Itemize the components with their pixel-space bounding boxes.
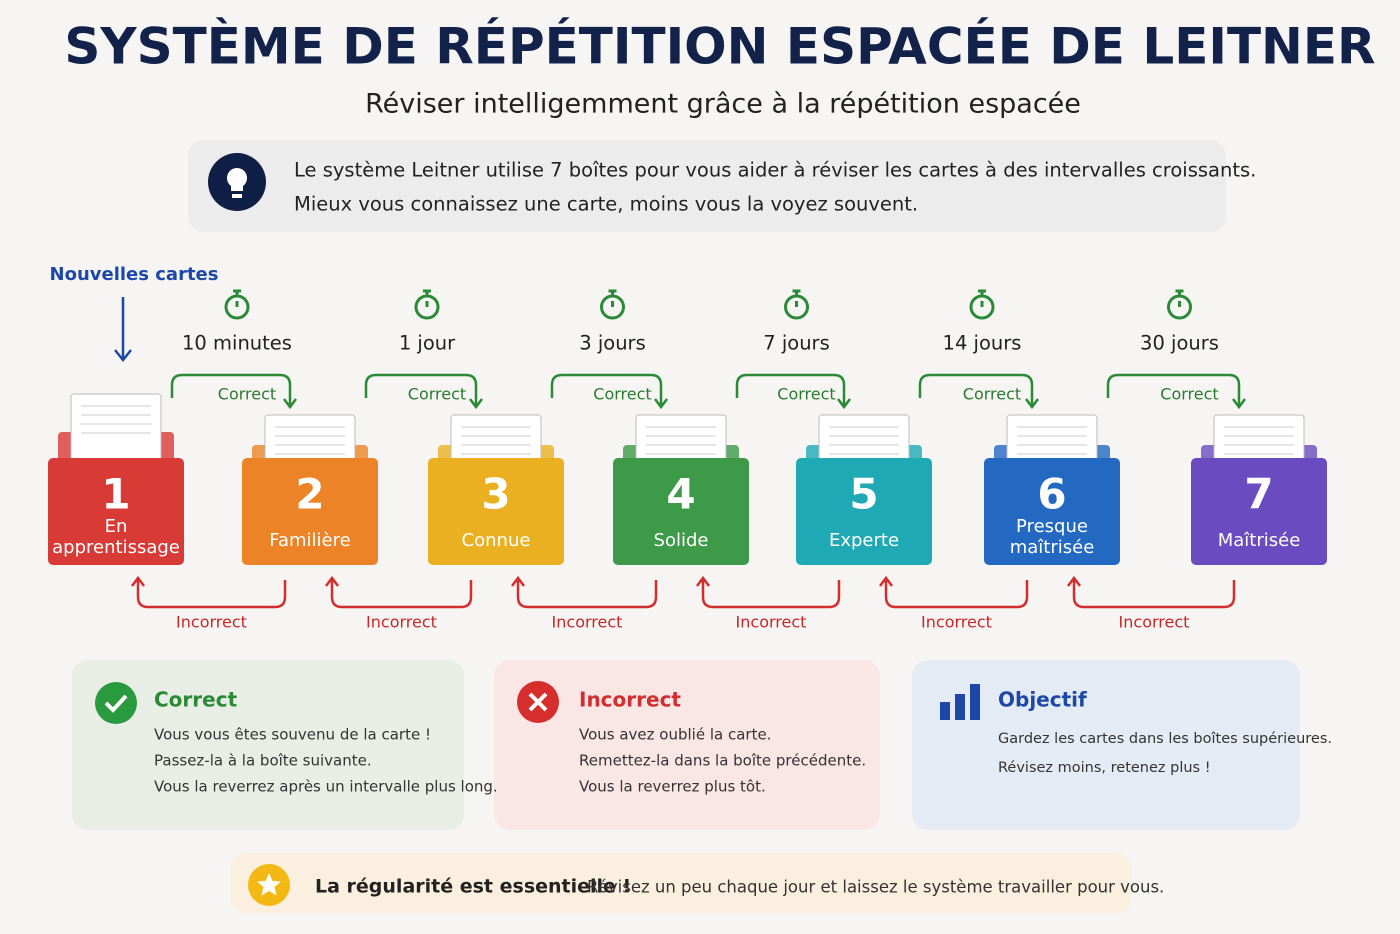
correct-arrow [918,373,1039,410]
entry-label: Nouvelles cartes [50,264,219,285]
interval-label: 30 jours [1140,332,1219,355]
timer-hand [792,289,801,307]
box-label: En [105,516,128,537]
box-label: Connue [462,530,531,551]
incorrect-arrow [696,575,841,609]
correct-arrow [170,373,297,410]
footer-text: Révisez un peu chaque jour et laissez le… [587,878,1164,897]
incorrect-label: Incorrect [176,613,247,632]
subtitle: Réviser intelligemment grâce à la répéti… [365,89,1081,120]
check-glyph [104,694,128,713]
correct-label: Correct [218,385,276,404]
bulb-glyph [227,168,247,198]
incorrect-label: Incorrect [1119,613,1190,632]
box-number: 2 [295,470,324,519]
card-line: Remettez-la dans la boîte précédente. [579,752,866,770]
card-line: Vous avez oublié la carte. [579,726,771,744]
card-title: Objectif [998,688,1087,712]
incorrect-arrow [131,575,287,609]
box-label: Familière [269,530,350,551]
footer-box [230,853,1132,913]
incorrect-label: Incorrect [552,613,623,632]
entry-arrow [114,297,132,363]
correct-label: Correct [593,385,651,404]
correct-arrow [735,373,851,410]
card-bg [494,660,880,830]
intro-line: Le système Leitner utilise 7 boîtes pour… [294,159,1256,182]
box-label: Solide [654,530,709,551]
incorrect-label: Incorrect [921,613,992,632]
intro-line: Mieux vous connaissez une carte, moins v… [294,193,918,216]
correct-label: Correct [963,385,1021,404]
box [984,458,1120,565]
box [613,458,749,565]
card-line: Passez-la à la boîte suivante. [154,752,372,770]
box-number: 4 [666,470,695,519]
interval-label: 14 jours [943,332,1022,355]
card-bg [72,660,464,830]
incorrect-arrow [325,575,473,609]
box-number: 1 [101,470,130,519]
timer-hand [608,289,617,307]
star-glyph [257,873,281,896]
card-line: Gardez les cartes dans les boîtes supéri… [998,731,1332,747]
correct-label: Correct [1160,385,1218,404]
box-label: maîtrisée [1010,537,1095,558]
check-icon [95,682,137,724]
box-label: Maîtrisée [1218,530,1301,551]
box-label: apprentissage [52,537,180,558]
timer-hand [1175,289,1184,307]
footer-emphasis: La régularité est essentielle ! [315,876,631,898]
interval-label: 3 jours [579,332,646,355]
timer-hand [978,289,986,307]
box [48,458,184,565]
incorrect-label: Incorrect [366,613,437,632]
box [428,458,564,565]
incorrect-label: Incorrect [736,613,807,632]
bars-icon [940,684,980,720]
index-card [70,393,162,465]
card-line: Révisez moins, retenez plus ! [998,760,1211,776]
box-number: 3 [481,470,510,519]
correct-arrow [364,373,483,410]
box-number: 5 [849,470,878,519]
card-title: Correct [154,688,238,712]
title: SYSTÈME DE RÉPÉTITION ESPACÉE DE LEITNER [64,17,1375,76]
incorrect-arrow [879,575,1029,609]
card-line: Vous la reverrez après un intervalle plu… [154,778,498,796]
correct-arrow [1106,373,1246,410]
box-number: 6 [1037,470,1066,519]
cross-glyph [528,692,548,712]
box [242,458,378,565]
card-bg [912,660,1300,830]
card-title: Incorrect [579,688,681,712]
box-label: Experte [829,530,899,551]
box-number: 7 [1244,470,1273,519]
correct-arrow [550,373,668,410]
box [796,458,932,565]
box-label: Presque [1016,516,1088,537]
incorrect-arrow [511,575,658,609]
interval-label: 10 minutes [182,332,292,355]
timer-hand [233,289,241,307]
correct-label: Correct [777,385,835,404]
card-line: Vous la reverrez plus tôt. [579,778,766,796]
interval-label: 7 jours [763,332,830,355]
timer-hand [423,289,431,307]
box [1191,458,1327,565]
intro-box [188,140,1226,232]
correct-label: Correct [408,385,466,404]
incorrect-arrow [1067,575,1236,609]
card-line: Vous vous êtes souvenu de la carte ! [154,726,431,744]
interval-label: 1 jour [399,332,456,355]
